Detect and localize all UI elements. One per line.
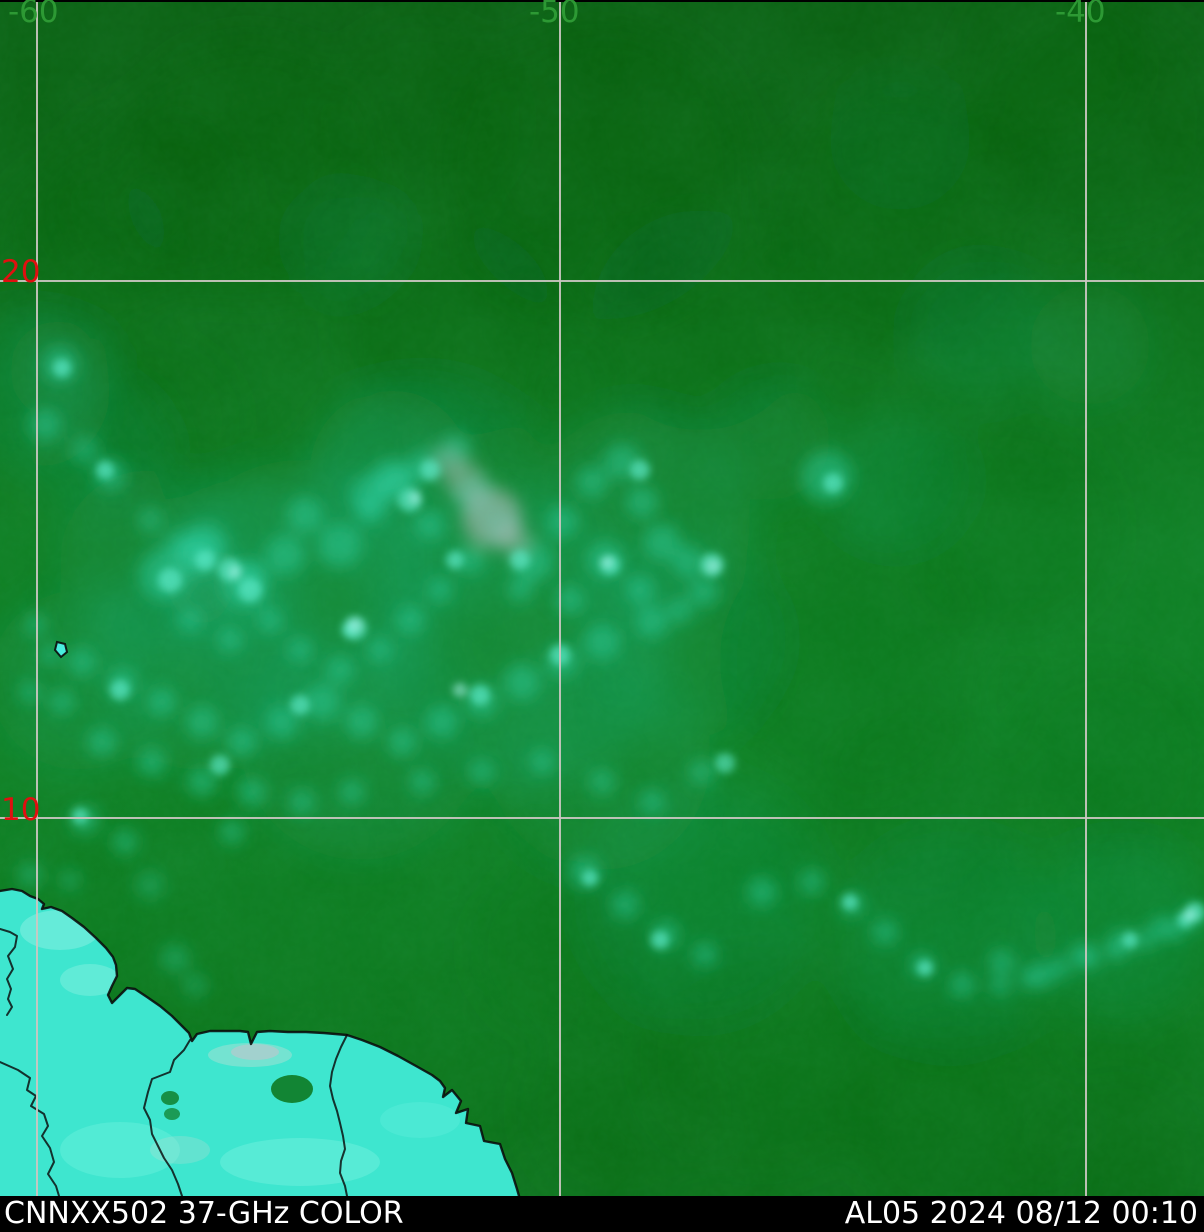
latitude-label-10: 10 [1, 792, 41, 828]
land-surface-patch [164, 1108, 180, 1120]
top-border-strip [0, 0, 1204, 2]
land-surface-patch [271, 1075, 313, 1103]
country-borders [0, 928, 348, 1196]
longitude-label-minus60: -60 [8, 0, 59, 30]
island-barbados [53, 640, 69, 659]
land-surface-patch [60, 964, 120, 996]
land-surface-patch [161, 1091, 179, 1105]
country-border-line [0, 928, 18, 1016]
storm-datetime-label: AL05 2024 08/12 00:10 [844, 1196, 1198, 1231]
landmass-fill [0, 889, 519, 1196]
land-surface-patch [150, 1136, 210, 1164]
country-border-line [329, 1034, 348, 1196]
coastline [0, 887, 521, 1196]
product-id-label: CNNXX502 37-GHz COLOR [4, 1196, 404, 1231]
land-surface-patch [380, 1102, 460, 1138]
land-surface-patch [220, 1138, 380, 1186]
grain-texture [0, 0, 1204, 1196]
longitude-label-minus40: -40 [1055, 0, 1106, 30]
microwave-map-canvas [0, 0, 1204, 1196]
latitude-label-20: 20 [1, 254, 41, 290]
land-surface-patch [231, 1044, 279, 1060]
status-bar: CNNXX502 37-GHz COLOR AL05 2024 08/12 00… [0, 1196, 1204, 1232]
landmass-south-america [0, 640, 521, 1196]
land-surface-patch [60, 1122, 180, 1178]
country-border-line [143, 1039, 191, 1196]
longitude-label-minus50: -50 [529, 0, 580, 30]
country-border-line [0, 1061, 60, 1196]
